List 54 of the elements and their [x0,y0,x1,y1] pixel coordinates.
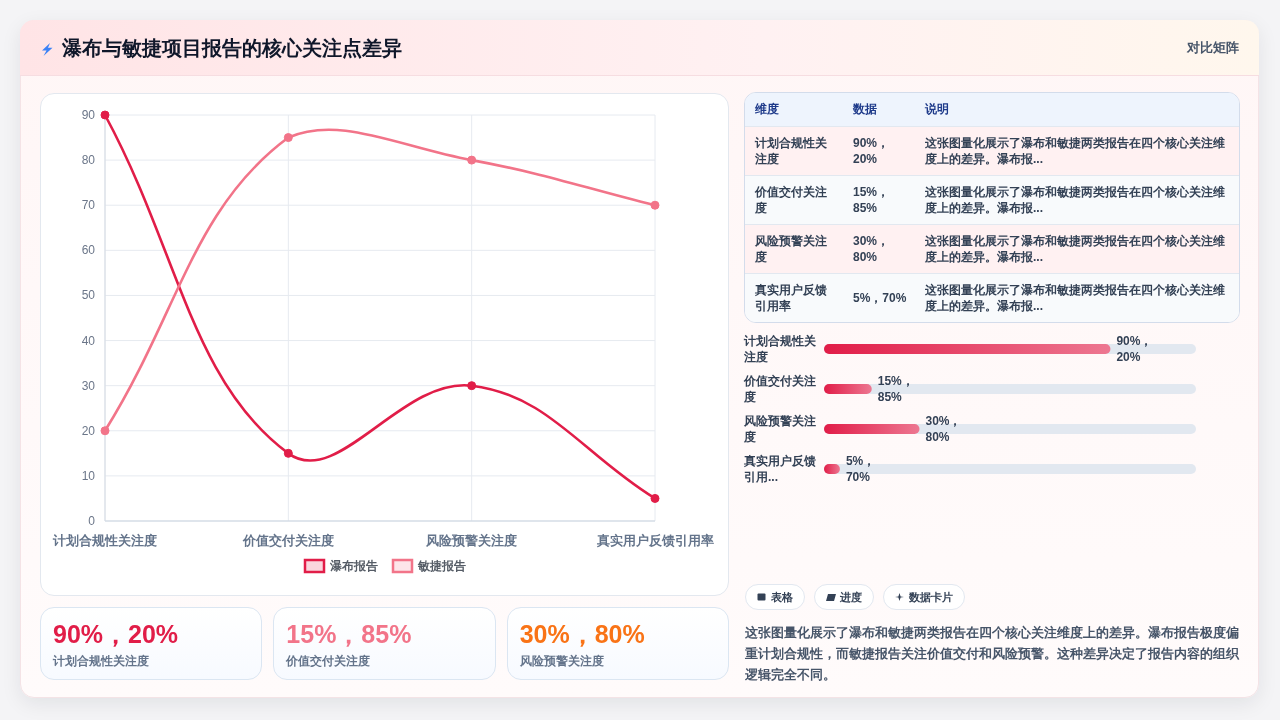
table-header: 说明 [925,101,949,118]
table-cell-text: 这张图量化展示了瀑布和敏捷两类报告在四个核心关注维度上的差异。瀑布报... [925,135,1226,167]
tab: 表格 [745,584,805,610]
y-tick-label: 30 [81,378,95,393]
table-cell-text: 这张图量化展示了瀑布和敏捷两类报告在四个核心关注维度上的差异。瀑布报... [925,282,1226,314]
card-value: 15%，85% [286,619,412,649]
table-cell-text: 这张图量化展示了瀑布和敏捷两类报告在四个核心关注维度上的差异。瀑布报... [925,233,1226,265]
note: 这张图量化展示了瀑布和敏捷两类报告在四个核心关注维度上的差异。瀑布报告极度偏重计划合规性，而敏捷报告关注价值交付和风险预警。这种差异决定了报告内容的组织逻辑完全不同。 [745,624,1240,684]
x-tick-label: 价值交付关注度 [242,532,334,548]
table-header: 数据 [853,101,877,118]
y-tick-label: 10 [81,468,95,483]
x-tick-label: 计划合规性关注度 [53,532,157,548]
card-label: 价值交付关注度 [286,653,371,669]
table-cell-text: 90%，20% [853,135,891,167]
category-label: 真实用户反馈引用... [744,453,817,485]
card-value: 30%，80% [519,619,645,649]
x-tick-label: 真实用户反馈引用率 [596,532,714,548]
value-label: 5%，70% [845,453,877,485]
value-label: 30%，80% [925,413,963,445]
category-label: 表格 [771,589,793,605]
card-value: 90%，20% [53,619,179,649]
title: 瀑布与敏捷项目报告的核心关注点差异 [62,36,402,61]
category-label: 数据卡片 [909,589,953,605]
category-label: 进度 [840,589,862,605]
card-label: 风险预警关注度 [519,653,604,669]
y-tick-label: 0 [88,514,95,528]
table-cell-text: 5%，70% [853,290,908,306]
y-tick-label: 20 [81,423,95,438]
tab: 进度 [814,584,874,610]
legend-label: 瀑布报告 [329,559,378,573]
category-label: 价值交付关注度 [744,373,817,405]
table-cell-text: 这张图量化展示了瀑布和敏捷两类报告在四个核心关注维度上的差异。瀑布报... [925,184,1226,216]
y-tick-label: 80 [81,153,95,168]
table-cell-text: 15%，85% [853,184,891,216]
legend-label: 敏捷报告 [417,559,466,573]
table-cell-text: 真实用户反馈引用率 [755,282,828,314]
category-label: 计划合规性关注度 [744,333,817,365]
table-cell-text: 价值交付关注度 [755,184,828,216]
tab: 数据卡片 [883,584,965,610]
table-cell-text: 风险预警关注度 [755,233,828,265]
y-tick-label: 70 [81,198,95,213]
table-header: 维度 [755,101,779,118]
category-label: 风险预警关注度 [744,413,817,445]
subtitle: 对比矩阵 [1187,39,1239,57]
value-label: 90%，20% [1116,333,1154,365]
y-tick-label: 90 [81,108,95,122]
table-cell-text: 30%，80% [853,233,891,265]
card-label: 计划合规性关注度 [53,653,149,669]
value-label: 15%，85% [877,373,915,405]
y-tick-label: 60 [81,243,95,258]
table-cell-text: 计划合规性关注度 [755,135,828,167]
y-tick-label: 50 [81,288,95,303]
y-tick-label: 40 [81,333,95,348]
x-tick-label: 风险预警关注度 [426,532,518,548]
